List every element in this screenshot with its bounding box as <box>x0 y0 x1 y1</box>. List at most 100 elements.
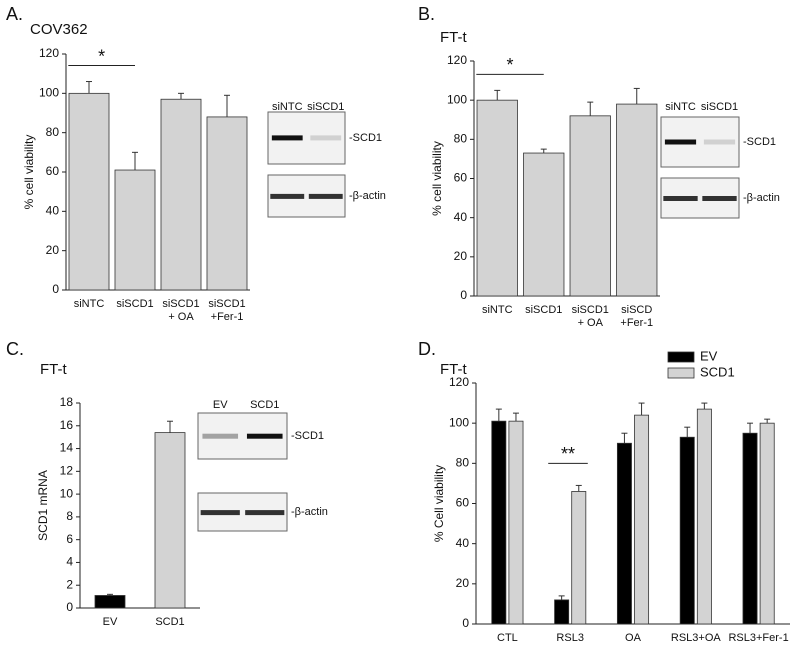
x-tick-label: siSCD1 + OA <box>572 304 609 329</box>
blot-band <box>702 196 737 201</box>
blot-band <box>246 433 283 439</box>
y-tick-label: 80 <box>456 456 470 470</box>
y-tick-label: 120 <box>447 53 467 67</box>
y-axis-label: SCD1 mRNA <box>36 470 50 541</box>
x-tick-label: EV <box>103 616 118 628</box>
bar <box>616 103 658 297</box>
y-tick-label: 40 <box>456 536 470 550</box>
blot-band <box>664 139 697 145</box>
y-tick-label: 40 <box>454 210 468 224</box>
y-axis-label: % cell viability <box>430 141 444 216</box>
blot-band <box>245 510 285 516</box>
x-tick-label: RSL3+Fer-1 <box>728 632 788 644</box>
x-tick-label: siNTC <box>482 304 513 316</box>
y-tick-label: 80 <box>46 125 60 139</box>
blot-band-label: -β-actin <box>291 506 328 518</box>
y-tick-label: 12 <box>60 464 74 478</box>
blot-band-label: -SCD1 <box>743 136 776 148</box>
bar <box>160 98 202 291</box>
panel-label: D. <box>418 339 436 359</box>
x-tick-label: SCD1 <box>155 616 184 628</box>
bar <box>759 422 775 625</box>
blot-band <box>202 433 239 439</box>
panel-label: C. <box>6 339 24 359</box>
significance-label: * <box>507 55 514 75</box>
blot-lane-label: siSCD1 <box>701 101 738 113</box>
legend-swatch <box>667 351 695 363</box>
legend-label: SCD1 <box>700 364 735 379</box>
significance-label: ** <box>561 444 575 464</box>
panel-label: B. <box>418 4 435 24</box>
y-tick-label: 6 <box>66 532 73 546</box>
blot-band <box>703 139 736 145</box>
bar <box>742 432 758 625</box>
blot-band-label: -SCD1 <box>349 132 382 144</box>
blot-band <box>663 196 698 201</box>
bar <box>476 99 518 297</box>
y-tick-label: 60 <box>454 171 468 185</box>
bar <box>508 420 524 625</box>
x-tick-label: siSCD +Fer-1 <box>620 304 653 329</box>
y-tick-label: 4 <box>66 555 73 569</box>
y-tick-label: 20 <box>46 243 60 257</box>
blot-band <box>270 193 305 199</box>
blot-band-label: -β-actin <box>349 190 386 202</box>
panel-title: FT-t <box>440 29 467 46</box>
y-tick-label: 0 <box>460 288 467 302</box>
panel-label: A. <box>6 4 23 24</box>
blot-band <box>271 135 303 141</box>
y-tick-label: 2 <box>66 577 73 591</box>
y-tick-label: 60 <box>46 164 60 178</box>
y-tick-label: 20 <box>454 249 468 263</box>
y-tick-label: 40 <box>46 204 60 218</box>
x-tick-label: siSCD1 + OA <box>162 298 199 323</box>
y-tick-label: 18 <box>60 395 74 409</box>
panel-title: FT-t <box>440 361 467 378</box>
y-tick-label: 0 <box>52 282 59 296</box>
legend-label: EV <box>700 348 718 363</box>
x-tick-label: siSCD1 <box>116 298 153 310</box>
y-tick-label: 14 <box>60 441 74 455</box>
y-axis-label: % cell viability <box>22 135 36 210</box>
blot-lane-label: SCD1 <box>250 399 279 411</box>
y-tick-label: 120 <box>449 375 469 389</box>
bar <box>696 408 712 625</box>
y-axis-label: % Cell viability <box>432 465 446 542</box>
bar <box>523 152 565 297</box>
x-tick-label: OA <box>625 632 642 644</box>
bar <box>679 436 695 625</box>
bar <box>206 116 248 291</box>
panel-title: COV362 <box>30 21 88 38</box>
bar <box>68 92 110 291</box>
bar <box>154 432 186 609</box>
y-tick-label: 100 <box>39 86 59 100</box>
bar <box>634 414 650 625</box>
x-tick-label: siSCD1 <box>525 304 562 316</box>
y-tick-label: 20 <box>456 576 470 590</box>
y-tick-label: 0 <box>462 616 469 630</box>
blot-box <box>267 111 346 165</box>
bar <box>114 169 156 291</box>
bar <box>491 420 507 625</box>
y-tick-label: 16 <box>60 418 74 432</box>
y-tick-label: 100 <box>447 92 467 106</box>
y-tick-label: 100 <box>449 415 469 429</box>
bar <box>616 442 632 625</box>
legend-swatch <box>667 367 695 379</box>
bar <box>569 115 611 297</box>
y-tick-label: 10 <box>60 486 74 500</box>
blot-lane-label: siSCD1 <box>307 101 344 113</box>
panel-title: FT-t <box>40 361 67 378</box>
blot-band-label: -β-actin <box>743 192 780 204</box>
y-tick-label: 60 <box>456 496 470 510</box>
y-tick-label: 8 <box>66 509 73 523</box>
y-tick-label: 120 <box>39 46 59 60</box>
blot-band <box>308 193 343 199</box>
blot-band-label: -SCD1 <box>291 430 324 442</box>
significance-label: * <box>98 46 105 66</box>
x-tick-label: CTL <box>497 632 518 644</box>
y-tick-label: 0 <box>66 600 73 614</box>
blot-band <box>200 510 240 516</box>
bar <box>571 491 587 625</box>
